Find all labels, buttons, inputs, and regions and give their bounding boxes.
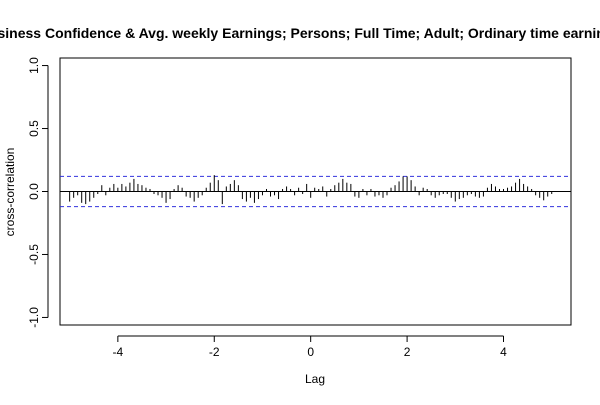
x-tick-label: -4: [113, 345, 124, 359]
x-tick-label: 0: [307, 345, 314, 359]
plot-area: -4 -2 0 2 4 -1.0 -0.5 0.0 0.5 1.0: [27, 57, 572, 359]
y-tick-label: 0.5: [27, 120, 41, 137]
x-tick-label: 4: [500, 345, 507, 359]
x-tick-label: -2: [209, 345, 220, 359]
x-tick-label: 2: [404, 345, 411, 359]
y-tick-label: 1.0: [27, 57, 41, 74]
y-tick-label: 0.0: [27, 183, 41, 200]
chart-title: Business Confidence & Avg. weekly Earnin…: [0, 25, 600, 41]
x-axis-label: Lag: [305, 372, 325, 386]
y-tick-label: -0.5: [27, 244, 41, 265]
y-tick-label: -1.0: [27, 307, 41, 328]
y-axis-label: cross-correlation: [3, 148, 17, 237]
